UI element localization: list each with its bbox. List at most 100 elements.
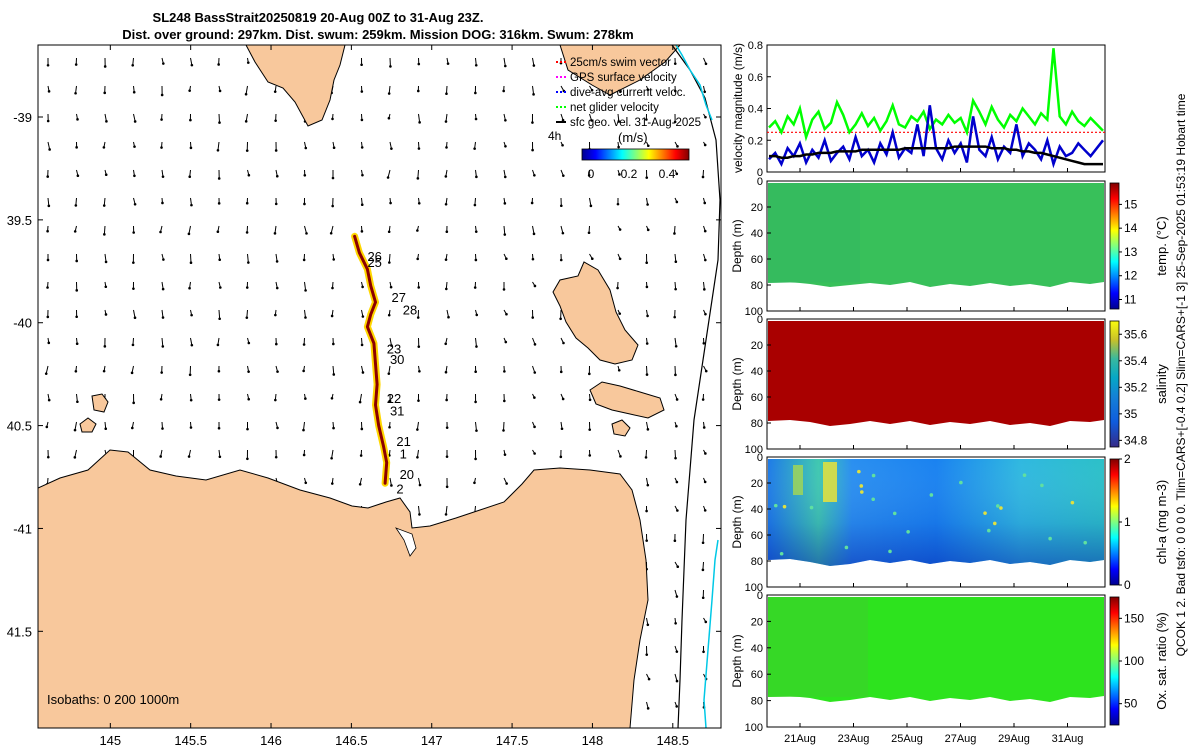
velocity-arrow-head (360, 90, 364, 93)
velocity-arrow-head (273, 232, 277, 235)
velocity-arrow (133, 309, 136, 318)
depth-tick-label: 40 (751, 366, 763, 378)
velocity-arrow-head (444, 202, 448, 206)
velocity-arrow-head (218, 258, 222, 262)
velocity-arrow-head (133, 120, 137, 123)
velocity-arrow-head (646, 623, 650, 627)
time-tick-label: 21Aug (784, 733, 816, 745)
colorbar-tick-label: 35.6 (1124, 327, 1148, 341)
velocity-arrow-head (531, 121, 534, 124)
chla-speck (844, 545, 849, 550)
velocity-arrow-head (304, 316, 307, 319)
land-tamar-estuary (394, 527, 417, 557)
velocity-arrow-head (532, 64, 536, 67)
velocity-arrow-head (645, 653, 649, 656)
velocity-arrow (47, 197, 50, 206)
velocity-arrow-head (532, 93, 535, 96)
colorbar-tick-0.2: 0.2 (621, 167, 638, 181)
velocity-arrow-head (703, 229, 707, 233)
velocity-arrow-head (444, 175, 448, 178)
depth-tick-label: 0 (757, 314, 763, 326)
velocity-arrow-head (416, 177, 420, 180)
velocity-arrow-head (47, 204, 51, 208)
land-robbins-island (79, 417, 97, 433)
velocity-arrow-head (330, 482, 334, 485)
time-tick-label: 23Aug (838, 733, 870, 745)
velocity-arrow-head (560, 427, 564, 431)
velocity-arrow-head (588, 428, 592, 431)
depth-axis-label: Depth (m) (730, 219, 744, 272)
track-day-label: 27 (392, 290, 406, 305)
velocity-arrow-head (673, 62, 677, 65)
velocity-arrow-head (533, 371, 537, 374)
velocity-arrow-head (217, 177, 221, 180)
chla-section-depth-shade (768, 459, 1104, 566)
velocity-arrow-head (704, 312, 707, 316)
velocity-arrow-head (675, 480, 679, 484)
velocity-arrow-head (532, 232, 536, 236)
land-tasmania (38, 449, 649, 728)
velocity-arrow-head (475, 313, 479, 317)
velocity-arrow-head (673, 120, 677, 124)
velocity-arrow-head (473, 481, 476, 485)
velocity-arrow-head (188, 89, 191, 92)
velocity-arrow-head (160, 118, 163, 121)
velocity-arrow-head (503, 202, 507, 205)
map-ytick-label: 40.5 (7, 419, 32, 434)
velocity-arrow (76, 393, 78, 402)
velocity-arrow-head (46, 258, 50, 262)
velocity-arrow-head (190, 313, 193, 317)
velocity-arrow (74, 421, 77, 431)
velocity-arrow-head (132, 401, 135, 405)
velocity-arrow-head (645, 285, 649, 289)
velocity-arrow-head (474, 400, 477, 404)
velocity-arrow-head (416, 89, 420, 93)
velocity-arrow-head (645, 118, 648, 121)
velocity-arrow-head (217, 369, 221, 373)
chla-speck (1048, 536, 1052, 541)
velocity-arrow-head (360, 343, 364, 347)
velocity-arrow-head (704, 620, 708, 624)
velocity-arrow-head (273, 90, 277, 93)
velocity-arrow-head (76, 118, 79, 121)
velocity-arrow-head (533, 173, 536, 177)
velocity-arrow-head (160, 93, 164, 97)
velocity-arrow-head (418, 121, 421, 124)
velocity-arrow-head (275, 174, 279, 178)
velocity-arrow-head (503, 64, 507, 68)
depth-tick-label: 40 (751, 228, 763, 240)
velocity-arrow (532, 85, 535, 95)
velocity-arrow-head (332, 258, 336, 261)
velocity-arrow-head (587, 231, 591, 235)
velocity-arrow-head (302, 258, 306, 262)
land-hunter-island (91, 393, 109, 413)
velocity-arrow-head (47, 341, 51, 345)
velocity-arrow-head (302, 428, 305, 432)
chla-speck (1083, 540, 1088, 545)
velocity-arrow (303, 421, 305, 431)
velocity-arrow-head (473, 203, 477, 207)
velocity-arrow-head (617, 145, 620, 149)
velocity-arrow-head (647, 677, 651, 681)
colorbar-tick-0: 0 (588, 167, 595, 181)
legend-label: 25cm/s swim vector (570, 57, 671, 69)
velocity-arrow-head (416, 455, 419, 459)
depth-axis-label: Depth (m) (730, 357, 744, 410)
velocity-arrow-head (304, 289, 307, 292)
velocity-arrow-head (417, 62, 421, 66)
velocity-arrow-head (503, 233, 507, 236)
chla-speck (871, 497, 875, 502)
velocity-arrow-head (416, 428, 419, 431)
map-xtick-label: 146 (260, 733, 282, 748)
velocity-arrow-head (590, 88, 594, 92)
velocity-arrow-head (386, 176, 390, 179)
depth-tick-label: 20 (751, 616, 763, 628)
velocity-arrow-head (474, 230, 478, 233)
velocity-arrow-head (331, 117, 334, 121)
velocity-arrow-head (360, 203, 364, 207)
chla-speck (1022, 473, 1027, 478)
velocity-arrow-head (445, 287, 448, 291)
velocity-arrow-head (619, 90, 622, 94)
